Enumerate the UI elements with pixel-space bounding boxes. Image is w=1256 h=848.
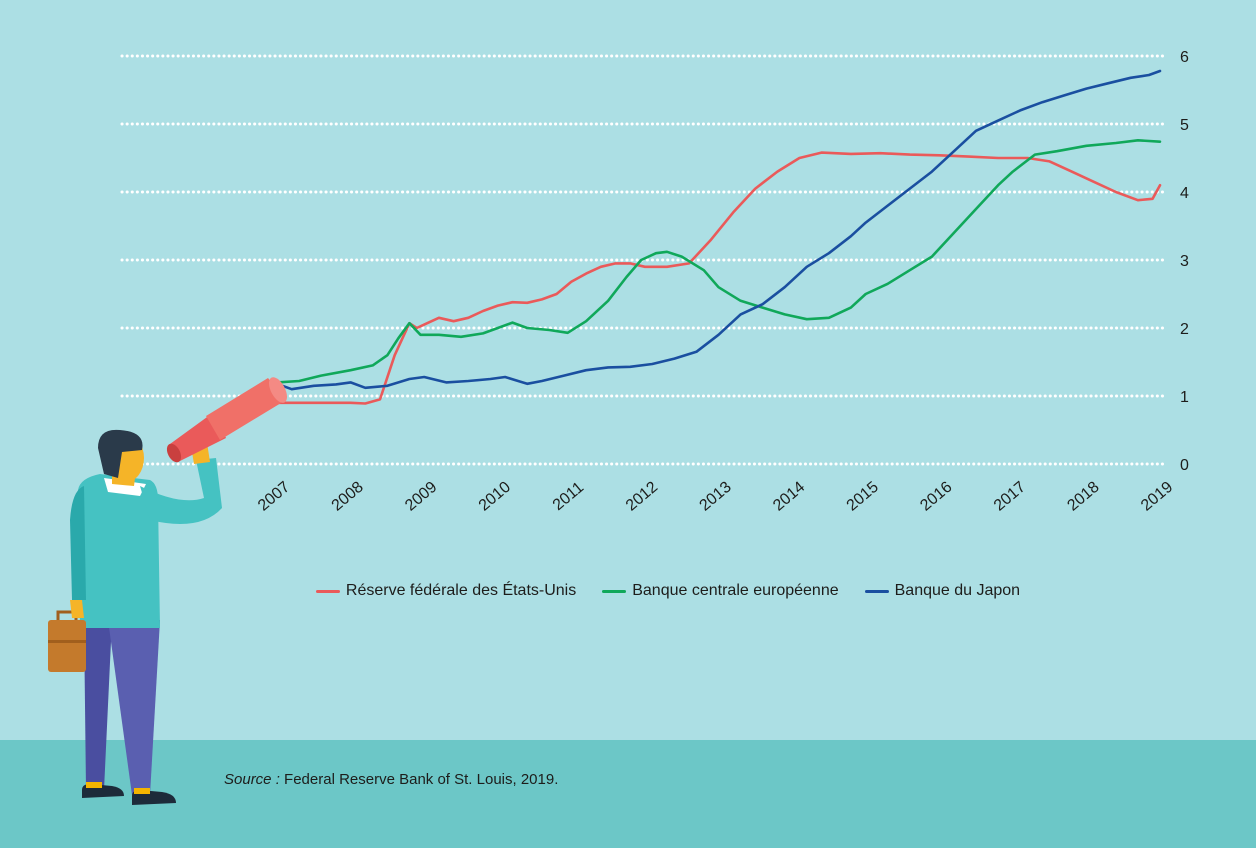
legend-label-boj: Banque du Japon xyxy=(894,582,1021,599)
x-tick-label-2019: 2019 xyxy=(1138,479,1176,515)
y-tick-label-1: 1 xyxy=(1180,389,1189,406)
footer-band xyxy=(0,740,1256,848)
person-sock xyxy=(86,782,102,788)
y-tick-label-6: 6 xyxy=(1180,49,1189,66)
telescope-icon xyxy=(166,377,288,463)
source-note: Source : Federal Reserve Bank of St. Lou… xyxy=(224,771,558,788)
legend-item-bce: Banque centrale européenne xyxy=(602,582,839,600)
chart-gridlines xyxy=(120,54,1168,466)
x-tick-label-2014: 2014 xyxy=(770,479,808,515)
x-tick-label-2012: 2012 xyxy=(623,479,661,515)
y-tick-label-2: 2 xyxy=(1180,321,1189,338)
source-label: Source : xyxy=(224,771,280,788)
legend-label-fed: Réserve fédérale des États-Unis xyxy=(345,582,577,599)
x-tick-label-2017: 2017 xyxy=(991,479,1029,515)
x-tick-label-2009: 2009 xyxy=(402,479,440,515)
y-tick-label-5: 5 xyxy=(1180,117,1189,134)
series-line-0 xyxy=(275,151,1162,405)
legend-swatch-fed xyxy=(315,589,340,593)
y-axis-ticks: 0 1 2 3 4 5 6 xyxy=(1180,49,1189,474)
person-shirt-shade xyxy=(70,486,86,600)
legend-label-bce: Banque centrale européenne xyxy=(632,582,839,599)
person-arm xyxy=(140,458,222,524)
x-tick-label-2007: 2007 xyxy=(255,479,293,515)
y-tick-label-3: 3 xyxy=(1180,253,1189,270)
x-tick-label-2018: 2018 xyxy=(1064,479,1102,515)
chart-legend: Réserve fédérale des États-Unis Banque c… xyxy=(0,582,1256,600)
x-tick-label-2013: 2013 xyxy=(697,479,735,515)
person-sock-front xyxy=(134,788,150,794)
person-hair xyxy=(98,429,143,478)
legend-swatch-boj xyxy=(864,589,889,593)
y-tick-label-0: 0 xyxy=(1180,457,1189,474)
x-tick-label-2015: 2015 xyxy=(844,479,882,515)
x-tick-label-2010: 2010 xyxy=(476,479,514,515)
x-axis-ticks: 2007 2008 2009 2010 2011 2012 2013 2014 2015 2016… xyxy=(255,479,1176,515)
series-line-1 xyxy=(275,139,1162,384)
person-leg-back xyxy=(84,620,112,790)
person-torso xyxy=(78,474,160,628)
chart-series xyxy=(275,69,1162,405)
y-tick-label-4: 4 xyxy=(1180,185,1189,202)
legend-swatch-bce xyxy=(602,589,627,593)
person-illustration xyxy=(48,429,222,805)
person-hand-briefcase xyxy=(70,600,84,618)
series-line-2 xyxy=(275,69,1162,391)
legend-item-boj: Banque du Japon xyxy=(864,582,1021,600)
x-tick-label-2008: 2008 xyxy=(329,479,367,515)
person-leg-front xyxy=(108,620,160,795)
source-text: Federal Reserve Bank of St. Louis, 2019. xyxy=(284,771,559,788)
legend-item-fed: Réserve fédérale des États-Unis xyxy=(315,582,577,600)
briefcase-icon xyxy=(48,610,86,672)
x-tick-label-2011: 2011 xyxy=(550,479,587,514)
x-tick-label-2016: 2016 xyxy=(917,479,955,515)
